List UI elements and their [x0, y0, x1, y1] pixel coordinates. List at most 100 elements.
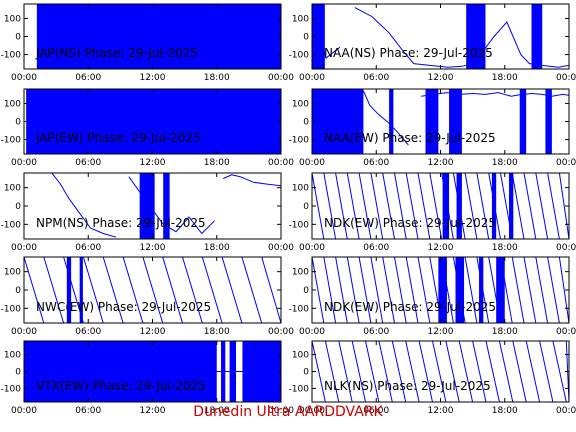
panel-title: VTX(EW) Phase: 29-Jul-2025	[36, 379, 206, 393]
panel-title: NDK(EW) Phase: 29-Jul-2025	[324, 300, 496, 314]
panel-title: JAP(NS) Phase: 29-Jul-2025	[35, 46, 198, 60]
x-tick-label: 12:00	[428, 406, 454, 416]
x-tick-label: 00:00	[299, 243, 325, 253]
panel-title: NAA(EW) Phase: 29-Jul-2025	[324, 131, 496, 145]
x-tick-label: 00:00	[11, 327, 37, 337]
y-tick-label: 100	[4, 268, 21, 278]
y-tick-label: 0	[303, 118, 309, 128]
phase-fill-block	[531, 4, 543, 69]
trace-group	[312, 4, 569, 69]
x-tick-label: 06:00	[75, 406, 101, 416]
phase-fill-block	[466, 4, 486, 69]
panel-title: NAA(NS) Phase: 29-Jul-2025	[324, 46, 493, 60]
x-tick-label: 18:00	[492, 243, 518, 253]
panel-title: JAP(EW) Phase: 29-Jul-2025	[35, 131, 201, 145]
x-tick-label: 00:00	[556, 243, 576, 253]
footer-label: Dunedin Ultra AARDDVARK	[193, 404, 383, 420]
y-tick-label: 100	[292, 351, 309, 361]
y-tick-label: 0	[303, 368, 309, 378]
x-tick-label: 00:00	[299, 73, 325, 83]
x-tick-label: 18:00	[204, 73, 230, 83]
panel-title: NLK(NS) Phase: 29-Jul-2025	[324, 379, 491, 393]
trace-group	[312, 341, 569, 402]
y-tick-label: 100	[4, 351, 21, 361]
y-tick-label: 0	[15, 286, 21, 296]
trace-group	[51, 173, 281, 239]
y-tick-label: -100	[289, 304, 310, 314]
phase-trace	[312, 7, 569, 68]
x-tick-label: 18:00	[492, 327, 518, 337]
phase-fill-block	[491, 173, 497, 239]
panel-title: NPM(NS) Phase: 29-Jul-2025	[36, 216, 206, 230]
x-tick-label: 18:00	[204, 158, 230, 168]
phase-fill-block	[438, 257, 447, 323]
panel-3: 100 0 -100 00:00 06:00 12:00 18:00 00:00 JAP(EW)…	[1, 88, 294, 168]
y-tick-label: 0	[15, 118, 21, 128]
y-tick-label: 0	[15, 33, 21, 43]
phase-fill-block	[36, 4, 281, 69]
x-tick-label: 00:00	[556, 406, 576, 416]
panel-4: 100 0 -100 00:00 06:00 12:00 18:00 00:00 NAA(EW)…	[289, 88, 576, 168]
panel-6: 100 0 -100 00:00 06:00 12:00 18:00 00:00 NDK(EW)…	[289, 172, 576, 253]
panel-7: 100 0 -100 00:00 06:00 12:00 18:00 00:00 NWC(EW)…	[1, 256, 294, 337]
x-tick-label: 12:00	[140, 243, 166, 253]
panel-8: 100 0 -100 00:00 06:00 12:00 18:00 00:00 NDK(EW)…	[289, 256, 576, 337]
x-tick-label: 06:00	[75, 327, 101, 337]
panel-10: 100 0 -100 00:00 06:00 12:00 18:00 00:00 NLK(NS)…	[289, 340, 576, 416]
x-tick-label: 00:00	[11, 243, 37, 253]
x-tick-label: 18:00	[204, 327, 230, 337]
panel-9: 100 0 -100 00:00 06:00 12:00 18:00 00:00 VTX(EW)…	[1, 340, 294, 416]
y-tick-label: 100	[292, 14, 309, 24]
x-tick-label: 00:00	[268, 327, 294, 337]
x-tick-label: 00:00	[556, 327, 576, 337]
y-tick-label: -100	[289, 51, 310, 61]
x-tick-label: 00:00	[268, 73, 294, 83]
x-tick-label: 00:00	[268, 158, 294, 168]
phase-trace	[24, 257, 281, 323]
x-tick-label: 00:00	[11, 158, 37, 168]
x-tick-label: 00:00	[299, 158, 325, 168]
x-tick-label: 06:00	[363, 406, 389, 416]
trace-group	[24, 89, 281, 154]
panel-title: NDK(EW) Phase: 29-Jul-2025	[324, 216, 496, 230]
y-tick-label: -100	[289, 220, 310, 230]
panel-5: 100 0 -100 00:00 06:00 12:00 18:00 00:00 NPM(NS)…	[1, 172, 294, 253]
x-tick-label: 00:00	[268, 406, 294, 416]
phase-fill-block	[139, 173, 155, 239]
y-tick-label: 0	[303, 202, 309, 212]
panel-2: 100 0 -100 00:00 06:00 12:00 18:00 00:00 NAA(NS)…	[289, 3, 576, 83]
trace-group	[312, 89, 569, 154]
y-tick-label: 100	[4, 14, 21, 24]
phase-fill-block	[79, 257, 83, 323]
phase-trace	[362, 90, 569, 146]
x-tick-label: 12:00	[140, 406, 166, 416]
phase-fill-block	[545, 89, 552, 154]
trace-group	[24, 341, 281, 402]
x-tick-label: 12:00	[428, 327, 454, 337]
y-tick-label: -100	[289, 136, 310, 146]
phase-fill-block	[519, 89, 527, 154]
x-tick-label: 06:00	[363, 73, 389, 83]
phase-trace	[312, 257, 569, 323]
phase-fill-block	[455, 257, 465, 323]
x-tick-label: 18:00	[204, 406, 230, 416]
x-tick-label: 00:00	[11, 406, 37, 416]
phase-fill-block	[312, 89, 364, 154]
x-tick-label: 18:00	[492, 73, 518, 83]
x-tick-label: 06:00	[75, 158, 101, 168]
trace-group	[312, 257, 569, 323]
x-tick-label: 12:00	[140, 73, 166, 83]
x-tick-label: 12:00	[428, 158, 454, 168]
y-tick-label: -100	[1, 220, 22, 230]
x-tick-label: 00:00	[299, 327, 325, 337]
phase-fill-block	[163, 173, 170, 239]
y-tick-label: -100	[1, 304, 22, 314]
x-tick-label: 12:00	[140, 327, 166, 337]
y-tick-label: 100	[292, 99, 309, 109]
x-tick-label: 06:00	[75, 73, 101, 83]
y-tick-label: 0	[303, 286, 309, 296]
x-tick-label: 06:00	[75, 243, 101, 253]
y-tick-label: -100	[1, 51, 22, 61]
